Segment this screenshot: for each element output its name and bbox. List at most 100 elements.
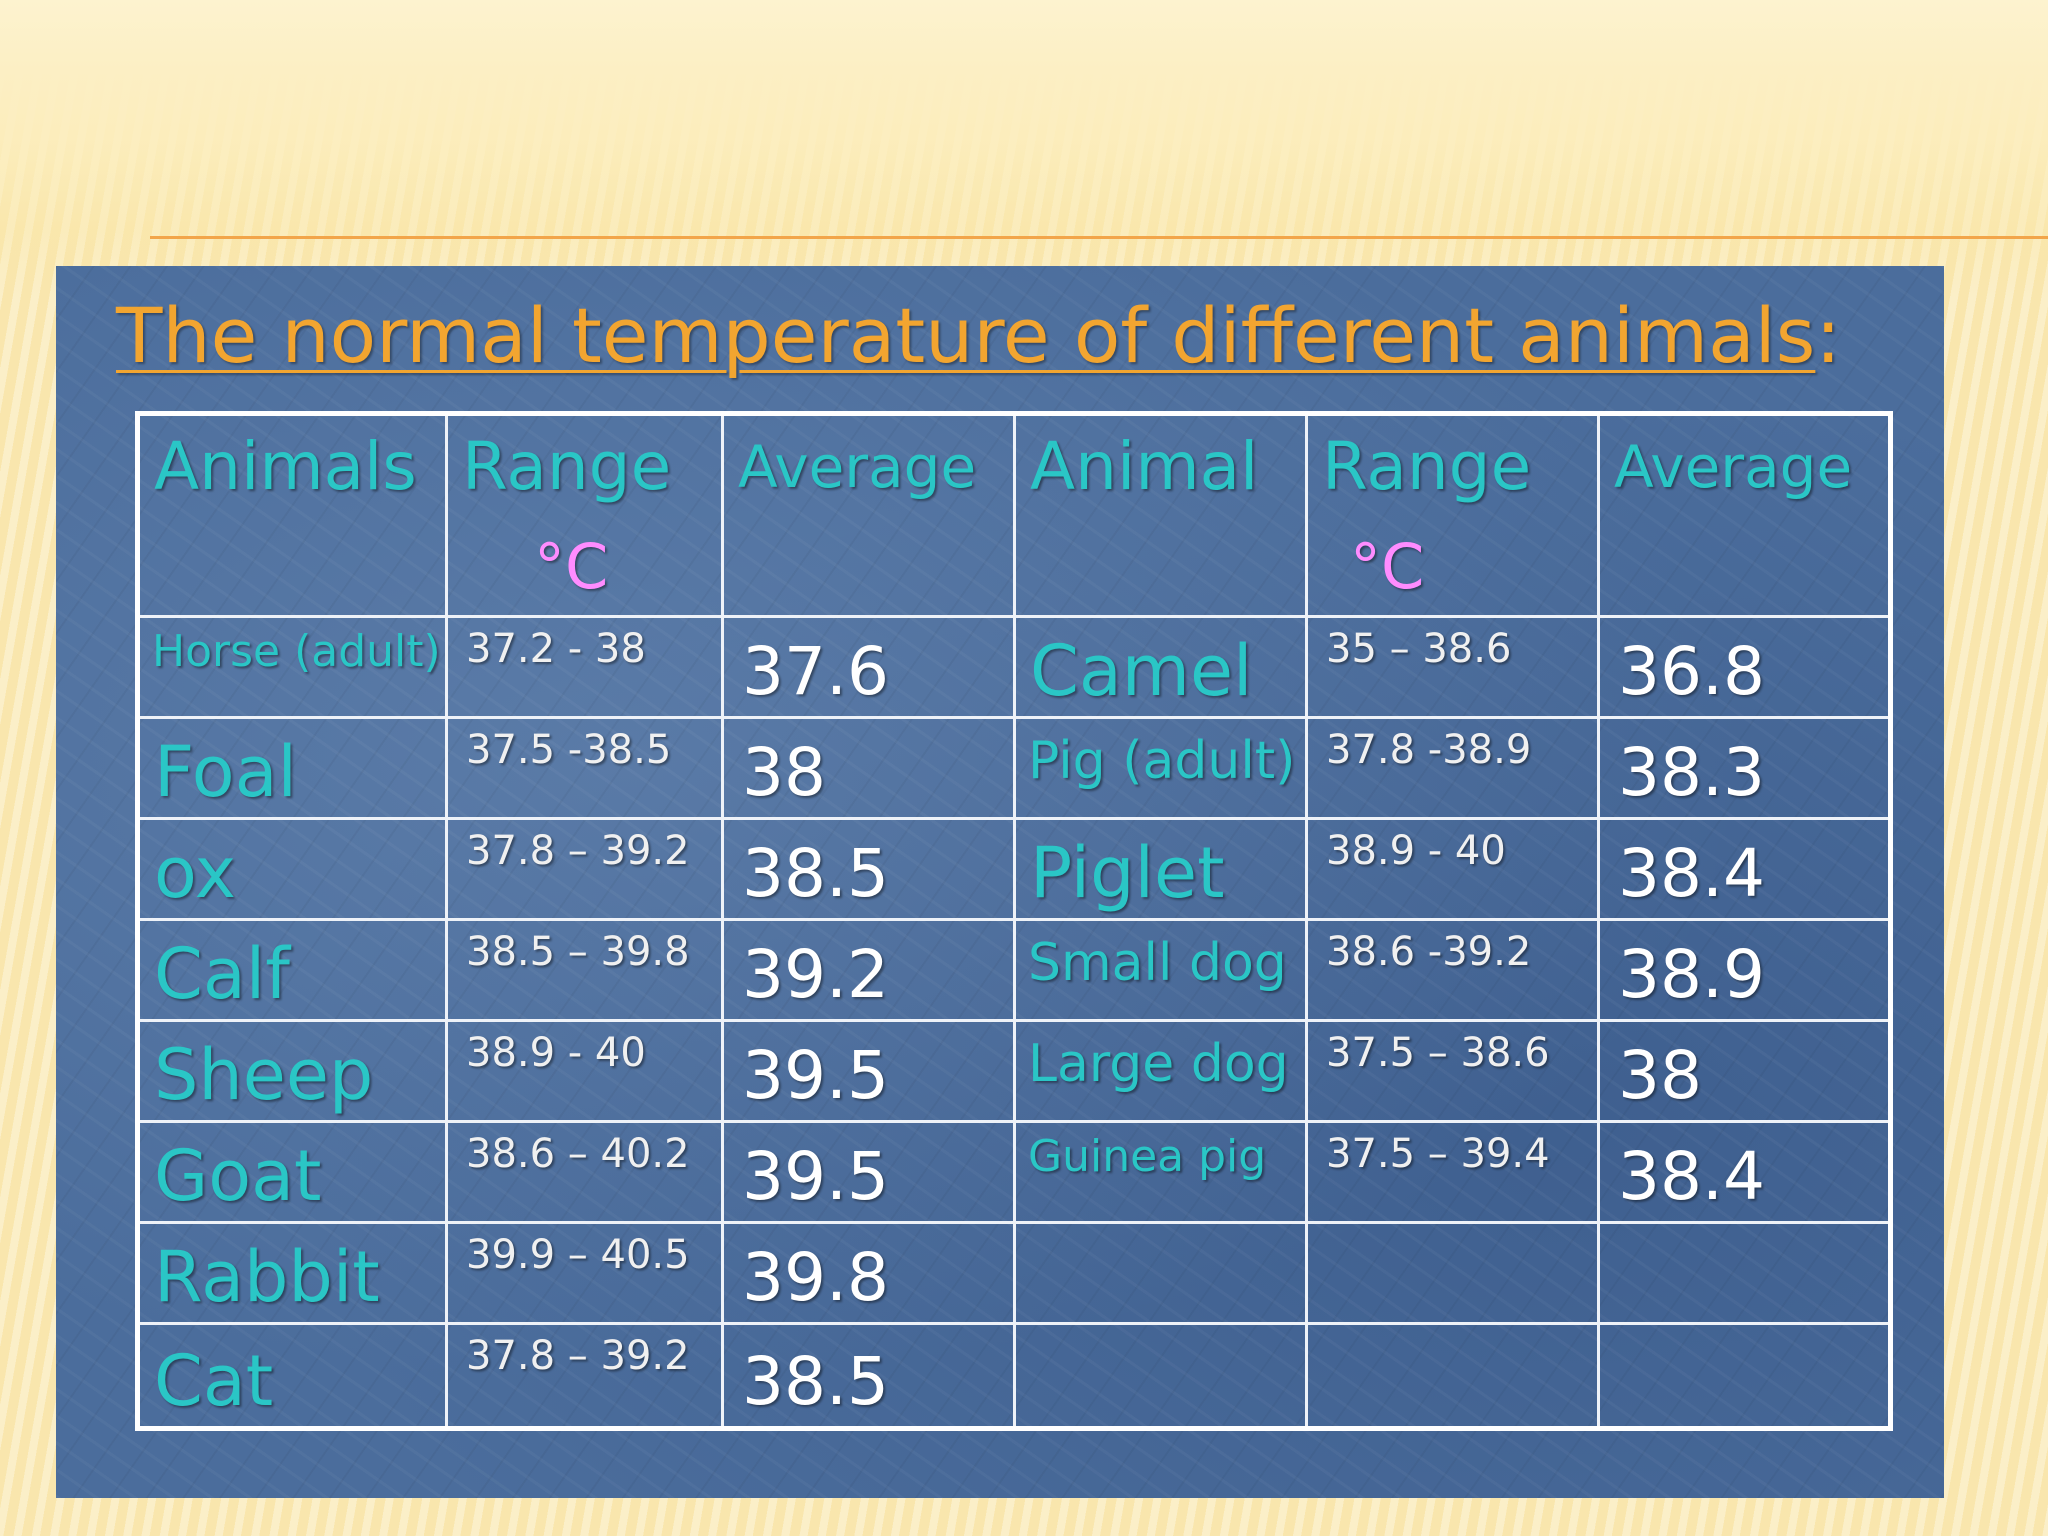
table-cell-animal: Cat xyxy=(140,1325,448,1426)
table-cell-average: 38.5 xyxy=(724,1325,1016,1426)
table-cell-range: 38.6 – 40.2 xyxy=(448,1123,724,1224)
table-cell-animal: Large dog xyxy=(1016,1022,1308,1123)
table-cell-average: 38.5 xyxy=(724,820,1016,921)
table-cell-range xyxy=(1308,1325,1600,1426)
table-cell-range: 37.5 – 38.6 xyxy=(1308,1022,1600,1123)
header-animal-label: Animal xyxy=(1030,428,1259,505)
slide-title: The normal temperature of different anim… xyxy=(116,290,1841,382)
temperature-average: 39.2 xyxy=(742,936,889,1013)
table-cell-animal: Horse (adult) xyxy=(140,618,448,719)
header-average-right: Average xyxy=(1600,416,1888,618)
table-cell-range: 38.9 - 40 xyxy=(1308,820,1600,921)
table-cell-average: 38.3 xyxy=(1600,719,1888,820)
temperature-range: 38.6 -39.2 xyxy=(1326,929,1532,975)
table-cell-average xyxy=(1600,1325,1888,1426)
table-cell-range: 37.5 -38.5 xyxy=(448,719,724,820)
header-animal: Animal xyxy=(1016,416,1308,618)
table-cell-average: 39.5 xyxy=(724,1022,1016,1123)
animal-name: Camel xyxy=(1030,630,1253,712)
temperature-range: 37.8 -38.9 xyxy=(1326,727,1532,773)
animal-name: Guinea pig xyxy=(1028,1131,1267,1182)
table-cell-average: 39.2 xyxy=(724,921,1016,1022)
slide-title-text: The normal temperature of different anim… xyxy=(116,291,1816,380)
temperature-range: 37.5 – 38.6 xyxy=(1326,1030,1550,1076)
table-cell-average: 39.8 xyxy=(724,1224,1016,1325)
temperature-range: 37.8 – 39.2 xyxy=(466,828,690,874)
table-cell-animal: Foal xyxy=(140,719,448,820)
slide-panel: The normal temperature of different anim… xyxy=(56,266,1944,1498)
animal-name: Rabbit xyxy=(154,1236,380,1318)
header-average-label: Average xyxy=(738,433,977,501)
temperature-average: 38 xyxy=(1618,1037,1702,1114)
table-cell-average: 38.4 xyxy=(1600,1123,1888,1224)
table-cell-animal: Rabbit xyxy=(140,1224,448,1325)
animal-name: Calf xyxy=(154,933,290,1015)
temperature-average: 38.5 xyxy=(742,1343,889,1420)
header-average-left: Average xyxy=(724,416,1016,618)
animal-name: Small dog xyxy=(1028,933,1287,993)
temperature-average: 38.4 xyxy=(1618,1138,1765,1215)
temperature-average: 36.8 xyxy=(1618,633,1765,710)
table-cell-range: 37.8 – 39.2 xyxy=(448,820,724,921)
table-cell-animal: Calf xyxy=(140,921,448,1022)
table-cell-animal: Piglet xyxy=(1016,820,1308,921)
header-range-unit: °C xyxy=(1350,530,1425,603)
table-cell-animal: Camel xyxy=(1016,618,1308,719)
animal-name: Sheep xyxy=(154,1034,374,1116)
table-cell-animal: Small dog xyxy=(1016,921,1308,1022)
animal-name: Pig (adult) xyxy=(1028,731,1296,791)
header-range-left: Range °C xyxy=(448,416,724,618)
slide-title-colon: : xyxy=(1815,291,1841,380)
table-cell-range: 38.9 - 40 xyxy=(448,1022,724,1123)
header-average-label: Average xyxy=(1614,433,1853,501)
temperature-table: Animals Range °C Average Animal Range °C A… xyxy=(135,411,1893,1431)
animal-name: Large dog xyxy=(1028,1034,1289,1094)
animal-name: Horse (adult) xyxy=(152,626,441,677)
slide-divider-line xyxy=(150,236,2048,239)
header-animals-label: Animals xyxy=(154,428,417,505)
table-cell-range: 35 – 38.6 xyxy=(1308,618,1600,719)
table-cell-average: 38.9 xyxy=(1600,921,1888,1022)
table-cell-animal xyxy=(1016,1224,1308,1325)
temperature-range: 37.8 – 39.2 xyxy=(466,1333,690,1379)
temperature-average: 38 xyxy=(742,734,826,811)
animal-name: Foal xyxy=(154,731,297,813)
animal-name: Piglet xyxy=(1030,832,1225,914)
temperature-range: 38.9 - 40 xyxy=(466,1030,646,1076)
table-cell-average xyxy=(1600,1224,1888,1325)
table-cell-range xyxy=(1308,1224,1600,1325)
temperature-average: 38.4 xyxy=(1618,835,1765,912)
table-cell-animal xyxy=(1016,1325,1308,1426)
temperature-range: 38.5 – 39.8 xyxy=(466,929,690,975)
table-cell-range: 37.8 -38.9 xyxy=(1308,719,1600,820)
temperature-average: 38.9 xyxy=(1618,936,1765,1013)
table-cell-animal: Goat xyxy=(140,1123,448,1224)
temperature-average: 37.6 xyxy=(742,633,889,710)
temperature-average: 39.5 xyxy=(742,1138,889,1215)
temperature-range: 35 – 38.6 xyxy=(1326,626,1512,672)
temperature-range: 39.9 – 40.5 xyxy=(466,1232,690,1278)
temperature-average: 38.3 xyxy=(1618,734,1765,811)
header-range-label: Range xyxy=(462,428,672,505)
table-cell-animal: ox xyxy=(140,820,448,921)
table-cell-range: 39.9 – 40.5 xyxy=(448,1224,724,1325)
temperature-average: 39.8 xyxy=(742,1239,889,1316)
temperature-average: 39.5 xyxy=(742,1037,889,1114)
table-cell-average: 39.5 xyxy=(724,1123,1016,1224)
table-cell-range: 38.5 – 39.8 xyxy=(448,921,724,1022)
animal-name: Cat xyxy=(154,1340,274,1422)
animal-name: ox xyxy=(154,832,237,914)
temperature-average: 38.5 xyxy=(742,835,889,912)
table-cell-range: 37.5 – 39.4 xyxy=(1308,1123,1600,1224)
table-cell-average: 36.8 xyxy=(1600,618,1888,719)
table-cell-range: 37.2 - 38 xyxy=(448,618,724,719)
table-cell-animal: Pig (adult) xyxy=(1016,719,1308,820)
table-cell-range: 38.6 -39.2 xyxy=(1308,921,1600,1022)
temperature-range: 37.5 -38.5 xyxy=(466,727,672,773)
header-animals: Animals xyxy=(140,416,448,618)
header-range-right: Range °C xyxy=(1308,416,1600,618)
header-range-unit: °C xyxy=(534,530,609,603)
table-cell-range: 37.8 – 39.2 xyxy=(448,1325,724,1426)
temperature-range: 37.2 - 38 xyxy=(466,626,646,672)
temperature-range: 38.6 – 40.2 xyxy=(466,1131,690,1177)
